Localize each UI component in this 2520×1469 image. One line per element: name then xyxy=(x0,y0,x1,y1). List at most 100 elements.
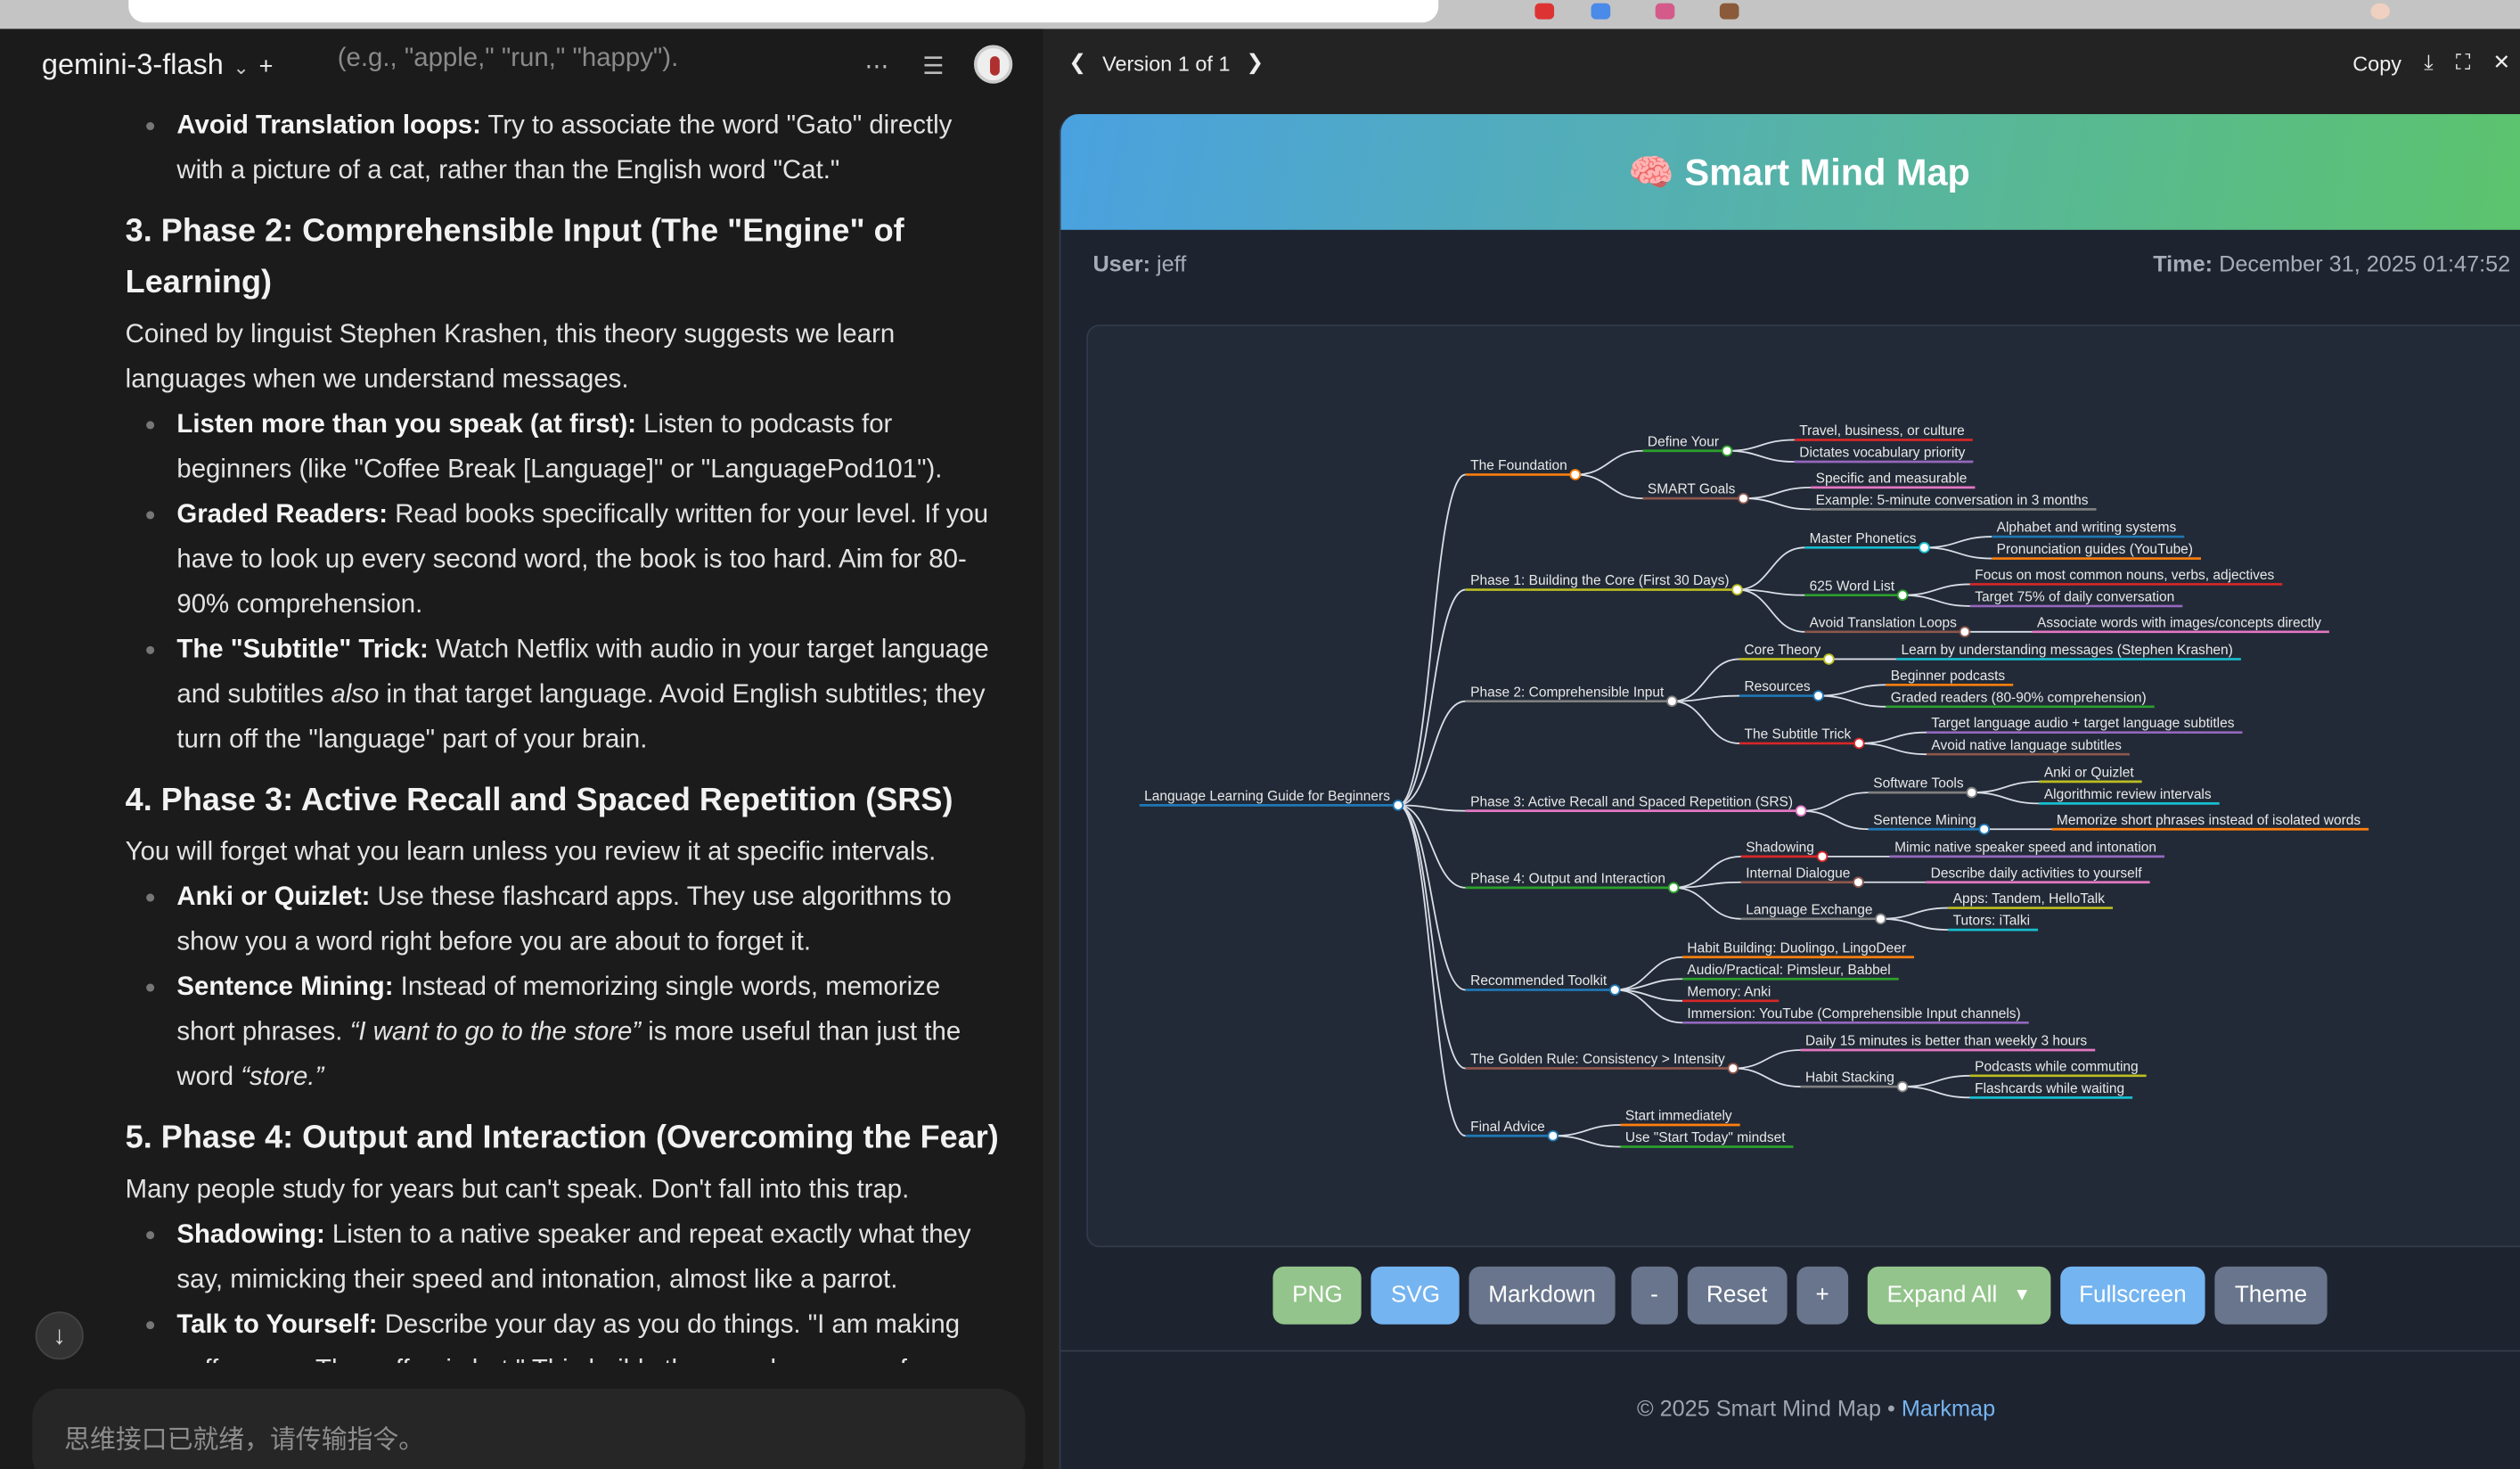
mindmap-node-label[interactable]: Algorithmic review intervals xyxy=(2044,787,2212,802)
mindmap-node-label[interactable]: Phase 4: Output and Interaction xyxy=(1470,871,1665,886)
fullscreen-button[interactable]: Fullscreen xyxy=(2059,1266,2206,1325)
model-selector[interactable]: gemini-3-flash ⌄ + xyxy=(42,48,273,82)
mindmap-node-label[interactable]: Specific and measurable xyxy=(1816,471,1968,486)
reset-button[interactable]: Reset xyxy=(1687,1266,1788,1325)
mindmap-node-label[interactable]: Anki or Quizlet xyxy=(2044,765,2134,780)
mindmap-node-label[interactable]: Beginner podcasts xyxy=(1891,669,2006,684)
extension-icon[interactable] xyxy=(1534,3,1555,20)
mindmap-node-label[interactable]: Sentence Mining xyxy=(1873,813,1976,828)
mindmap-node-label[interactable]: Example: 5-minute conversation in 3 mont… xyxy=(1816,493,2089,508)
mindmap-node-label[interactable]: Phase 3: Active Recall and Spaced Repeti… xyxy=(1470,794,1793,809)
mindmap-node-label[interactable]: Target 75% of daily conversation xyxy=(1975,590,2174,605)
theme-button[interactable]: Theme xyxy=(2215,1266,2327,1325)
mindmap-node-label[interactable]: Final Advice xyxy=(1470,1120,1545,1135)
mindmap-node-toggle[interactable] xyxy=(1608,984,1621,996)
mindmap-node-toggle[interactable] xyxy=(1547,1129,1559,1142)
mindmap-node-toggle[interactable] xyxy=(1812,690,1824,702)
mindmap-node-label[interactable]: Audio/Practical: Pimsleur, Babbel xyxy=(1687,963,1890,978)
mindmap-node-label[interactable]: SMART Goals xyxy=(1648,482,1736,497)
zoom-in-button[interactable]: + xyxy=(1796,1266,1849,1325)
caret-down-icon[interactable]: ▼ xyxy=(2013,1285,2031,1306)
mindmap-node-label[interactable]: Pronunciation guides (YouTube) xyxy=(1997,542,2193,557)
download-icon[interactable]: ⤓ xyxy=(2424,49,2434,74)
avatar[interactable] xyxy=(973,45,1013,84)
mindmap-node-toggle[interactable] xyxy=(1823,653,1835,665)
markdown-button[interactable]: Markdown xyxy=(1469,1266,1616,1325)
mindmap-node-toggle[interactable] xyxy=(1392,800,1404,811)
mindmap-node-toggle[interactable] xyxy=(1978,823,1991,835)
mindmap-node-toggle[interactable] xyxy=(1959,626,1971,638)
mindmap-node-label[interactable]: The Subtitle Trick xyxy=(1744,727,1851,743)
mindmap-node-label[interactable]: Use "Start Today" mindset xyxy=(1625,1130,1786,1145)
mindmap-node-label[interactable]: Software Tools xyxy=(1873,776,1964,792)
mindmap-node-label[interactable]: Dictates vocabulary priority xyxy=(1799,446,1965,461)
mindmap-node-toggle[interactable] xyxy=(1731,584,1743,595)
mindmap-node-toggle[interactable] xyxy=(1966,786,1977,799)
mindmap-node-label[interactable]: Focus on most common nouns, verbs, adjec… xyxy=(1975,568,2274,583)
address-bar[interactable] xyxy=(128,0,1439,23)
mindmap-node-toggle[interactable] xyxy=(1875,913,1886,925)
mindmap-node-label[interactable]: Associate words with images/concepts dir… xyxy=(2037,615,2321,630)
mindmap-node-toggle[interactable] xyxy=(1919,542,1930,554)
extension-icon[interactable] xyxy=(1719,3,1739,20)
extension-icon[interactable] xyxy=(1591,3,1611,20)
mindmap-node-label[interactable]: The Foundation xyxy=(1470,458,1567,473)
mindmap-node-label[interactable]: 625 Word List xyxy=(1810,579,1895,594)
mindmap-node-label[interactable]: Habit Building: Duolingo, LingoDeer xyxy=(1687,940,1906,956)
more-options-icon[interactable]: ⋯ xyxy=(864,53,889,81)
mindmap-node-label[interactable]: Describe daily activities to yourself xyxy=(1931,866,2143,881)
mindmap-node-label[interactable]: Flashcards while waiting xyxy=(1975,1081,2124,1096)
mindmap-node-label[interactable]: Start immediately xyxy=(1625,1109,1732,1124)
profile-icon[interactable] xyxy=(2370,3,2390,20)
mindmap-node-label[interactable]: Avoid native language subtitles xyxy=(1931,738,2122,753)
mindmap-node-label[interactable]: Learn by understanding messages (Stephen… xyxy=(1902,643,2233,658)
mindmap-node-label[interactable]: Recommended Toolkit xyxy=(1470,973,1608,989)
chevron-right-icon[interactable]: ❯ xyxy=(1246,49,1264,74)
mindmap-node-label[interactable]: Tutors: iTalki xyxy=(1953,914,2030,929)
add-model-icon[interactable]: + xyxy=(258,53,274,81)
chevron-left-icon[interactable]: ❮ xyxy=(1068,49,1087,74)
mindmap-node-label[interactable]: Target language audio + target language … xyxy=(1931,716,2234,731)
mindmap-node-toggle[interactable] xyxy=(1667,882,1680,894)
mindmap-node-label[interactable]: Language Learning Guide for Beginners xyxy=(1144,789,1390,804)
mindmap-canvas[interactable]: Language Learning Guide for Beginners The… xyxy=(1086,324,2520,1249)
mindmap-node-label[interactable]: Alphabet and writing systems xyxy=(1997,521,2177,536)
close-icon[interactable]: ✕ xyxy=(2492,49,2511,74)
expand-all-button[interactable]: Expand All ▼ xyxy=(1868,1266,2050,1325)
mindmap-node-label[interactable]: Language Exchange xyxy=(1746,902,1872,917)
mindmap-node-label[interactable]: Phase 1: Building the Core (First 30 Day… xyxy=(1470,573,1729,588)
mindmap-node-toggle[interactable] xyxy=(1896,589,1909,601)
markmap-link[interactable]: Markmap xyxy=(1901,1395,1996,1421)
extension-icon[interactable] xyxy=(1655,3,1675,20)
mindmap-node-toggle[interactable] xyxy=(1896,1080,1909,1093)
mindmap-node-label[interactable]: Apps: Tandem, HelloTalk xyxy=(1953,891,2106,907)
mindmap-node-toggle[interactable] xyxy=(1666,695,1678,708)
mindmap-node-label[interactable]: Graded readers (80-90% comprehension) xyxy=(1891,690,2147,705)
controls-sliders-icon[interactable]: ☰ xyxy=(922,53,945,81)
svg-button[interactable]: SVG xyxy=(1371,1266,1460,1325)
fullscreen-icon[interactable]: ⛶ xyxy=(2455,49,2471,74)
mindmap-node-toggle[interactable] xyxy=(1816,850,1829,863)
png-button[interactable]: PNG xyxy=(1272,1266,1362,1325)
mindmap-node-label[interactable]: Mimic native speaker speed and intonatio… xyxy=(1894,840,2156,855)
mindmap-node-toggle[interactable] xyxy=(1853,876,1864,889)
mindmap-node-toggle[interactable] xyxy=(1795,805,1807,817)
mindmap-node-label[interactable]: Avoid Translation Loops xyxy=(1810,615,1957,630)
mindmap-node-label[interactable]: Travel, business, or culture xyxy=(1799,423,1965,439)
mindmap-node-toggle[interactable] xyxy=(1569,469,1582,480)
mindmap-node-toggle[interactable] xyxy=(1738,492,1749,505)
mindmap-node-toggle[interactable] xyxy=(1853,737,1865,750)
mindmap-node-label[interactable]: Habit Stacking xyxy=(1805,1071,1894,1086)
mindmap-node-label[interactable]: Master Phonetics xyxy=(1810,531,1917,546)
zoom-out-button[interactable]: - xyxy=(1631,1266,1678,1325)
mindmap-node-label[interactable]: The Golden Rule: Consistency > Intensity xyxy=(1470,1052,1725,1067)
mindmap-node-label[interactable]: Define Your xyxy=(1648,434,1719,449)
mindmap-svg[interactable]: Language Learning Guide for Beginners The… xyxy=(1088,326,2520,1249)
chat-input[interactable]: 思维接口已就绪，请传输指令。 xyxy=(32,1388,1026,1469)
mindmap-node-label[interactable]: Phase 2: Comprehensible Input xyxy=(1470,685,1665,700)
copy-button[interactable]: Copy xyxy=(2352,50,2402,75)
mindmap-node-toggle[interactable] xyxy=(1721,445,1733,457)
scroll-to-bottom-button[interactable]: ↓ xyxy=(35,1311,84,1360)
mindmap-node-label[interactable]: Memorize short phrases instead of isolat… xyxy=(2057,813,2360,828)
mindmap-node-label[interactable]: Podcasts while commuting xyxy=(1975,1059,2139,1074)
